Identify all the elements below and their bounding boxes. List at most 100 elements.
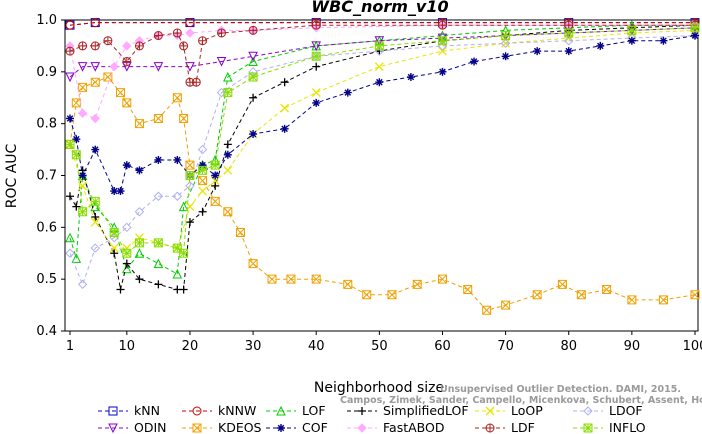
y-tick-label: 1.0 (36, 13, 57, 28)
data-point (91, 145, 100, 154)
data-point (312, 98, 321, 107)
data-point (627, 295, 637, 305)
data-point (153, 191, 164, 201)
data-point (110, 187, 119, 196)
data-point (311, 20, 321, 30)
series-loop (65, 25, 700, 253)
data-point (153, 62, 164, 72)
data-point (103, 72, 113, 82)
data-point (179, 285, 188, 294)
data-point (596, 41, 605, 50)
chart-title: WBC_norm_v10 (311, 0, 448, 16)
data-point (248, 72, 258, 82)
series-line (69, 24, 696, 290)
citation-line-2: Campos, Zimek, Sander, Campello, Micenko… (340, 395, 702, 406)
legend-marker (357, 423, 367, 433)
data-point (122, 263, 132, 274)
data-point (470, 57, 479, 66)
data-point (248, 25, 258, 35)
legend-item-inflo: INFLO (573, 420, 646, 434)
series-line (69, 24, 695, 83)
y-tick-label: 0.4 (36, 324, 57, 339)
data-point (311, 51, 321, 61)
data-point (78, 171, 87, 180)
legend-label: KDEOS (218, 420, 262, 434)
data-point (438, 67, 447, 76)
data-point (90, 243, 100, 253)
x-tick-label: 50 (371, 339, 388, 354)
data-point (198, 161, 207, 170)
data-point (122, 222, 132, 233)
data-point (198, 207, 207, 216)
data-point (248, 259, 258, 269)
legend-label: kNN (134, 403, 160, 418)
legend-marker (108, 423, 118, 434)
data-point (248, 56, 258, 66)
data-point (172, 28, 182, 38)
data-point (90, 77, 100, 87)
data-point (387, 290, 397, 300)
data-point (482, 305, 492, 315)
data-point (90, 196, 100, 206)
x-tick-label: 70 (497, 339, 514, 354)
legend-item-simplifiedlof: SimplifiedLOF (347, 403, 469, 418)
data-point (122, 248, 132, 258)
legend-label: kNNW (218, 403, 256, 418)
data-point (564, 28, 574, 38)
legend-marker (358, 407, 366, 415)
data-point (122, 161, 131, 170)
data-point (249, 93, 258, 102)
data-point (659, 36, 668, 45)
data-point (109, 243, 119, 253)
data-point (280, 124, 289, 133)
data-point (223, 207, 233, 217)
y-tick-label: 0.6 (36, 220, 57, 235)
legend-label: SimplifiedLOF (383, 403, 469, 418)
data-point (375, 78, 384, 87)
legend-label: ODIN (134, 420, 167, 434)
data-point (267, 274, 277, 284)
x-tick-label: 40 (308, 339, 325, 354)
legend-item-knn: kNN (98, 403, 160, 418)
data-point (223, 140, 232, 149)
data-point (185, 160, 195, 170)
y-axis-ticks: 0.4 0.5 0.6 0.7 0.8 0.9 1.0 (36, 13, 65, 339)
data-point (77, 62, 88, 72)
x-tick-label: 100 (683, 339, 702, 354)
data-point (116, 88, 126, 98)
data-point (437, 274, 447, 284)
data-point (197, 144, 208, 155)
data-point (248, 51, 258, 62)
y-tick-label: 0.5 (36, 272, 57, 287)
data-point (286, 274, 296, 284)
data-point (311, 274, 321, 284)
data-point (154, 280, 163, 289)
data-point (210, 196, 220, 206)
data-point (72, 202, 81, 211)
data-point (122, 41, 132, 51)
data-point (235, 228, 245, 238)
data-point (198, 36, 208, 46)
y-tick-label: 0.8 (36, 117, 57, 132)
legend-label: LDF (511, 420, 535, 434)
data-point (65, 20, 75, 30)
legend-item-lof: LOF (266, 403, 326, 418)
legend-item-fastabod: FastABOD (347, 420, 445, 434)
data-point (90, 113, 100, 124)
series-inflo (65, 23, 700, 258)
legend-item-knnw: kNNW (182, 403, 256, 418)
data-point (576, 290, 586, 300)
data-point (691, 31, 699, 40)
legend-label: COF (302, 420, 328, 434)
data-point (134, 238, 144, 248)
data-point (223, 150, 232, 159)
data-point (249, 130, 258, 139)
data-point (374, 36, 385, 46)
x-tick-label: 1 (66, 339, 74, 354)
series-ldf (65, 20, 700, 87)
data-point (103, 36, 113, 46)
data-point (311, 88, 321, 98)
data-point (627, 25, 637, 35)
data-point (71, 253, 82, 263)
